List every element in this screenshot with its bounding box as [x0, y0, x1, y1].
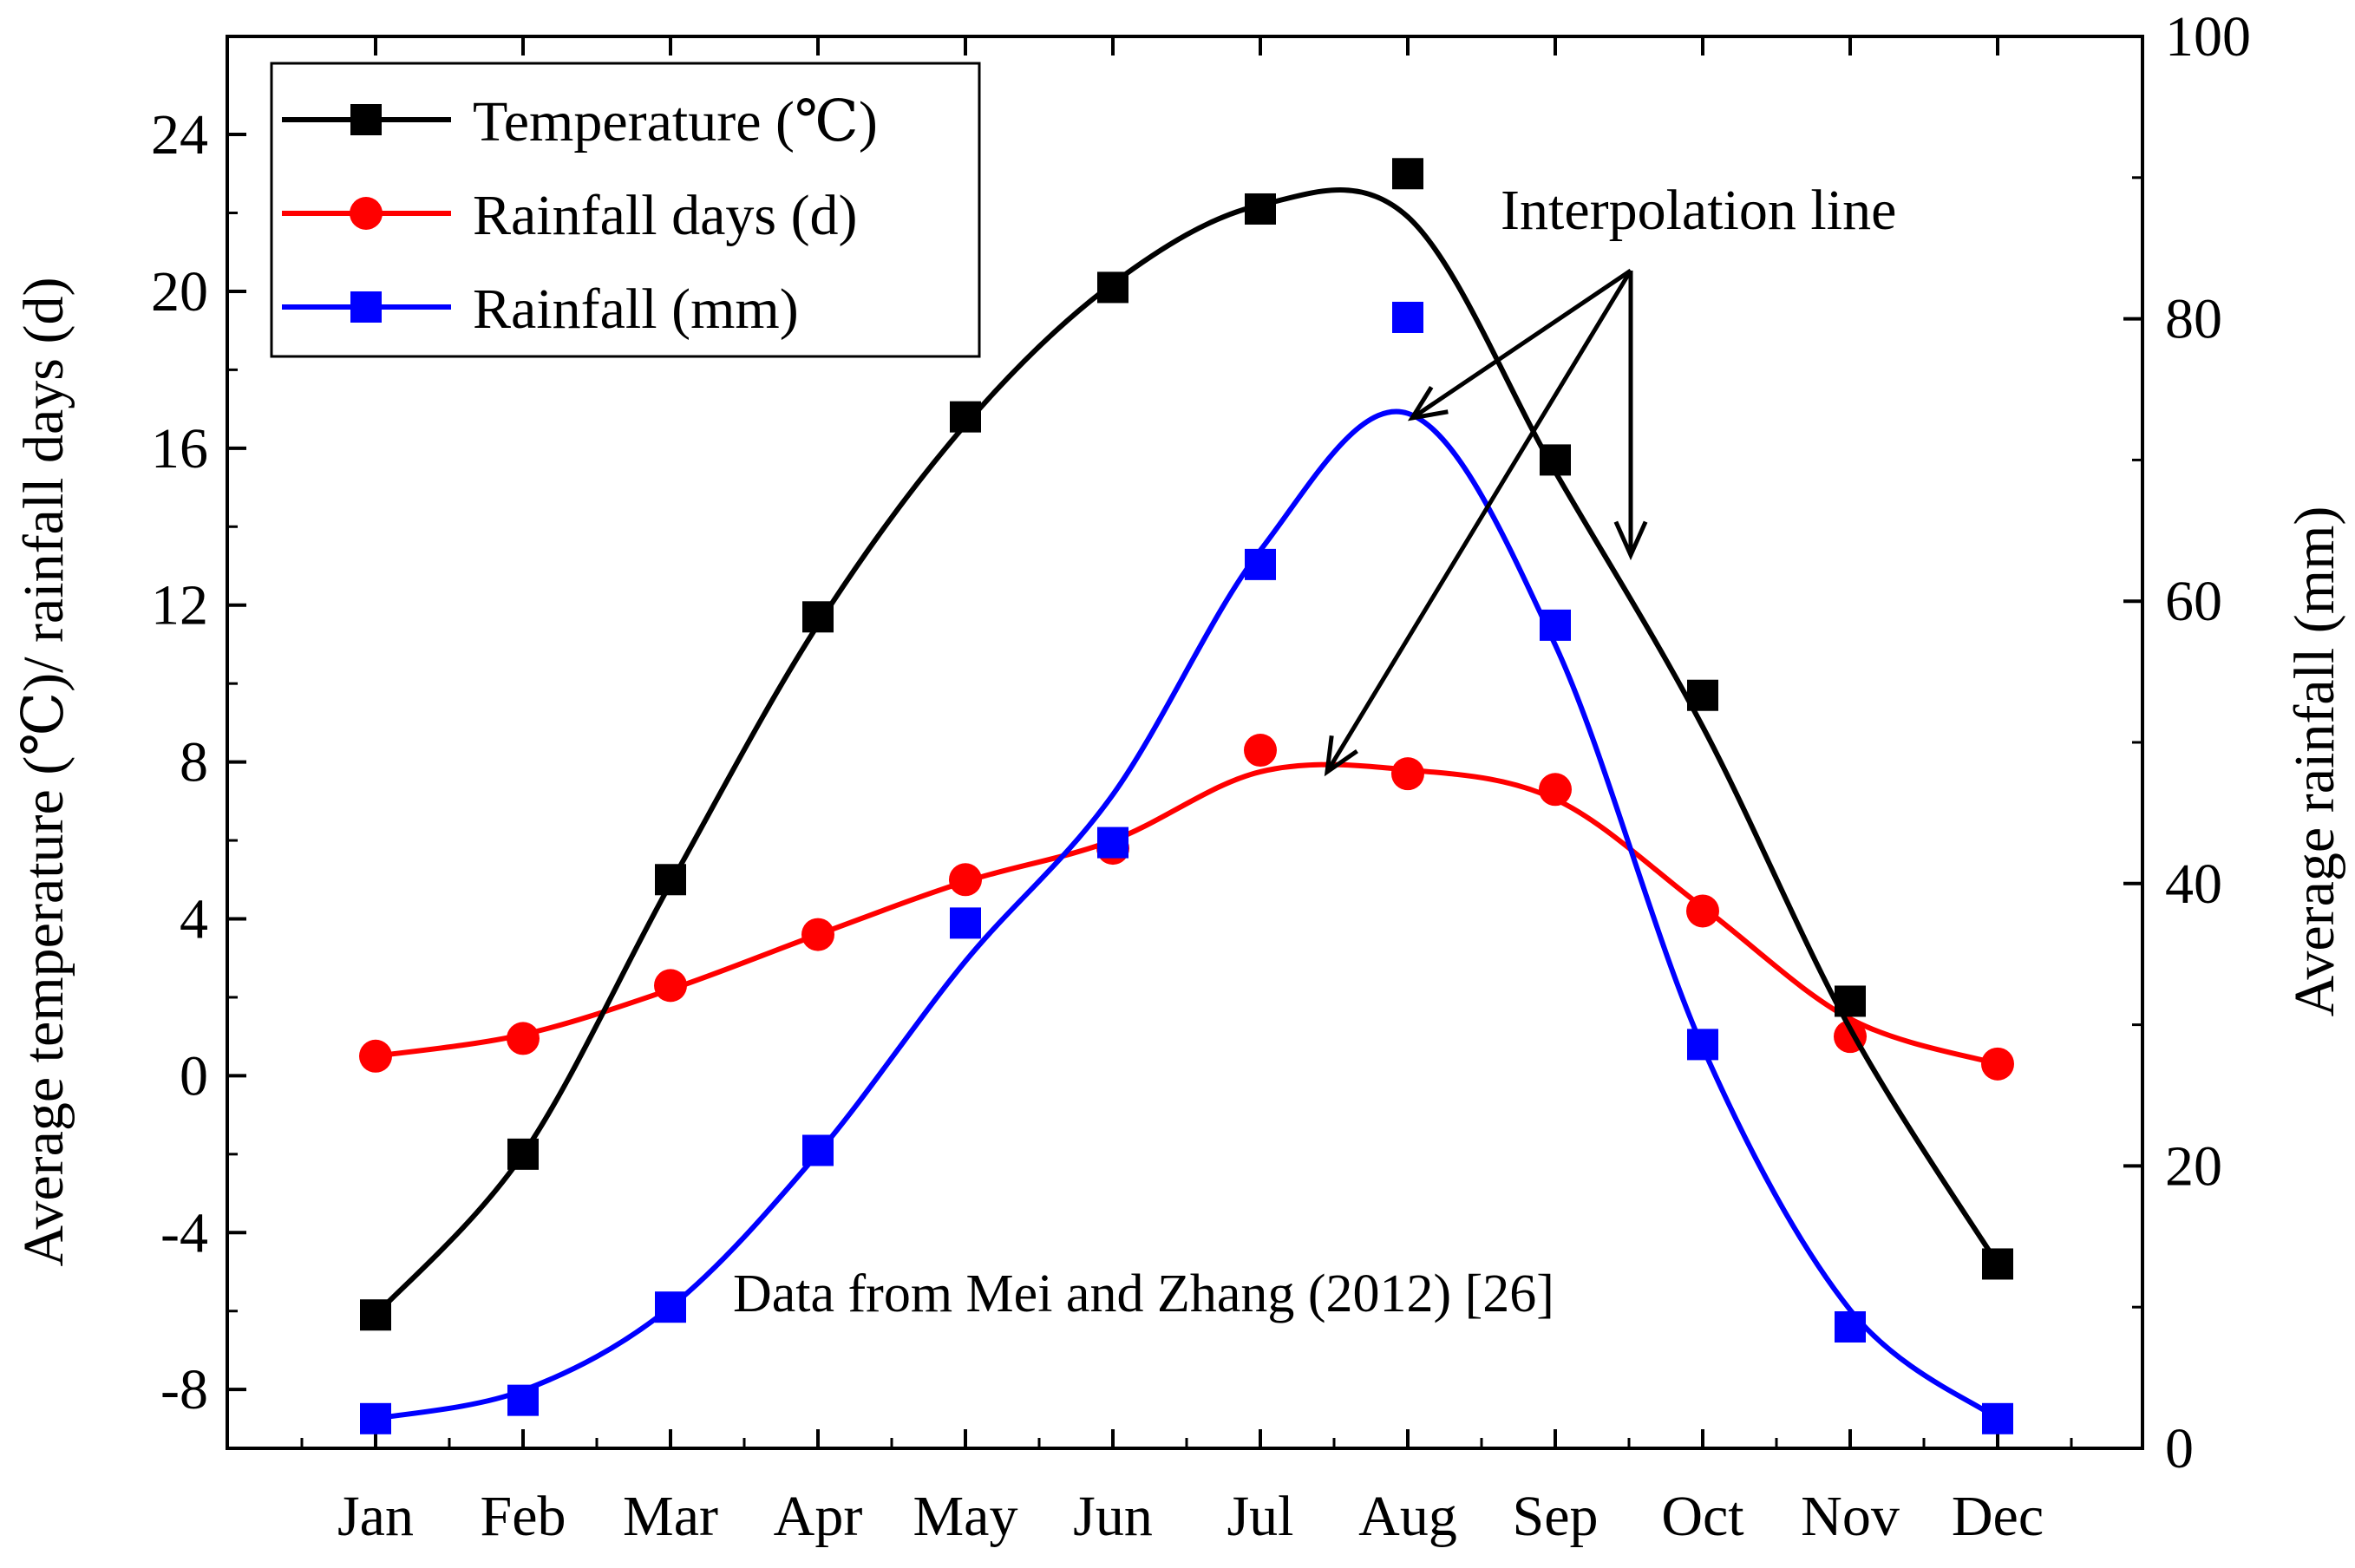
interpolation-line — [375, 761, 1998, 1067]
y-left-tick-label: -4 — [160, 1201, 208, 1264]
data-point — [802, 1134, 834, 1166]
x-tick-label: Sep — [1513, 1485, 1599, 1548]
x-tick-label: Jan — [337, 1485, 414, 1548]
x-tick-label: Jul — [1227, 1485, 1293, 1548]
legend-marker — [350, 197, 383, 230]
data-point — [1097, 271, 1128, 304]
legend-label: Rainfall (mm) — [473, 278, 799, 341]
plot-area-frame — [226, 35, 2144, 1450]
arrow-head — [1613, 520, 1648, 561]
arrow-head — [1324, 735, 1358, 777]
x-tick-label: Feb — [481, 1485, 566, 1548]
series-rainfall-days-d — [359, 734, 2014, 1081]
data-point — [507, 1138, 539, 1170]
data-point — [950, 907, 981, 939]
data-point — [801, 918, 834, 951]
arrow-shaft — [1325, 269, 1633, 774]
data-point — [1687, 679, 1718, 711]
data-point — [1982, 1402, 2013, 1434]
data-point — [507, 1384, 539, 1416]
data-point — [1686, 894, 1719, 928]
data-point — [1540, 444, 1571, 476]
data-point — [359, 1039, 392, 1073]
x-tick-label: Mar — [623, 1485, 718, 1548]
x-tick-label: Apr — [774, 1485, 863, 1548]
x-tick-label: Jun — [1073, 1485, 1153, 1548]
data-point — [1392, 301, 1423, 333]
y-right-tick-label: 40 — [2165, 853, 2222, 916]
y-left-tick-label: 24 — [151, 103, 208, 167]
data-point — [802, 601, 834, 633]
series-rainfall-mm — [360, 301, 2013, 1434]
data-point — [1245, 193, 1276, 225]
y-left-tick-label: 20 — [151, 260, 208, 323]
y-left-tick-label: 4 — [180, 888, 208, 951]
data-point — [655, 864, 686, 896]
y-right-tick-label: 80 — [2165, 288, 2222, 351]
y-left-tick-label: -8 — [160, 1358, 208, 1421]
interpolation-arrows — [1324, 268, 1648, 777]
legend: Temperature (℃) Rainfall days (d) Rainfall… — [270, 62, 981, 358]
y-right-tick-label: 100 — [2165, 5, 2251, 69]
legend-marker — [350, 291, 382, 323]
y-left-tick-label: 8 — [180, 731, 208, 794]
source-note: Data from Mei and Zhang (2012) [26] — [733, 1264, 1554, 1323]
data-point — [1245, 548, 1276, 580]
data-point — [654, 969, 687, 1003]
x-tick-label: May — [913, 1485, 1018, 1548]
tick-labels: -8 -4 0 4 8 12 16 20 24 0 20 40 60 80 100 Jan Feb Mar Apr M… — [151, 5, 2251, 1548]
x-tick-label: Nov — [1801, 1485, 1900, 1548]
legend-label: Rainfall days (d) — [473, 184, 858, 247]
data-point — [950, 401, 981, 433]
data-point — [1835, 1310, 1866, 1343]
interpolation-line — [373, 187, 2000, 1317]
data-point — [1392, 158, 1423, 190]
data-point — [507, 1022, 540, 1055]
data-point — [1540, 609, 1571, 641]
series-temperature — [360, 158, 2013, 1331]
legend-marker — [350, 104, 382, 135]
arrow-head — [1407, 386, 1449, 421]
y-right-tick-label: 60 — [2165, 570, 2222, 633]
y-left-tick-label: 12 — [151, 574, 208, 637]
series-layer — [359, 158, 2014, 1434]
data-point — [1982, 1248, 2013, 1280]
data-point — [1391, 757, 1424, 791]
legend-label: Temperature (℃) — [473, 90, 878, 154]
y-axis-right-title: Average rainfall (mm) — [2283, 506, 2346, 1017]
data-point — [1835, 985, 1866, 1017]
x-tick-label: Dec — [1952, 1485, 2044, 1548]
data-point — [1981, 1047, 2014, 1081]
arrow-shaft — [1410, 268, 1632, 421]
data-point — [655, 1291, 686, 1323]
y-right-tick-label: 20 — [2165, 1134, 2222, 1198]
annotation-layer: Interpolation line Data from Mei and Zha… — [733, 179, 1896, 1323]
x-tick-label: Oct — [1661, 1485, 1743, 1548]
data-point — [360, 1402, 391, 1434]
x-tick-label: Aug — [1358, 1485, 1457, 1548]
data-point — [1244, 734, 1277, 768]
data-point — [360, 1299, 391, 1331]
interpolation-label: Interpolation line — [1501, 179, 1896, 242]
y-axis-left-title: Average temperature (℃)/ rainfall days (… — [12, 278, 75, 1267]
y-left-tick-label: 0 — [180, 1044, 208, 1107]
y-right-tick-label: 0 — [2165, 1417, 2194, 1480]
data-point — [1097, 826, 1128, 859]
data-point — [1687, 1029, 1718, 1061]
data-point — [1539, 773, 1572, 807]
data-point — [949, 863, 982, 897]
y-left-tick-label: 16 — [151, 417, 208, 480]
